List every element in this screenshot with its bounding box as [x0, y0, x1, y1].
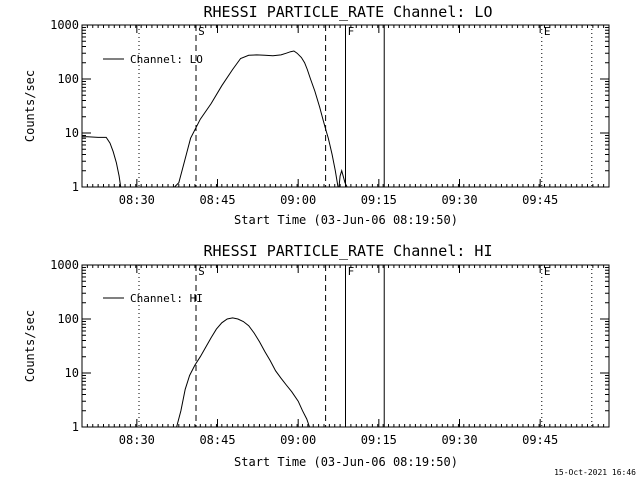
y-tick-label: 10 [65, 126, 79, 140]
panel-title: RHESSI PARTICLE_RATE Channel: HI [204, 242, 493, 260]
y-tick-label: 10 [65, 366, 79, 380]
x-tick-label: 08:30 [119, 193, 155, 207]
series-line [82, 50, 348, 188]
x-axis-label: Start Time (03-Jun-06 08:19:50) [234, 213, 458, 227]
x-tick-label: 09:00 [280, 433, 316, 447]
y-axis: 1 10 100 1000 [50, 18, 609, 194]
series-group [176, 317, 310, 428]
panel-lo: RHESSI PARTICLE_RATE Channel: LO S F E 1 10… [23, 3, 610, 227]
x-axis: 08:30 08:45 09:00 09:15 09:30 09:45 [81, 265, 610, 447]
y-tick-label: 100 [57, 312, 79, 326]
y-tick-label: 100 [57, 72, 79, 86]
legend: Channel: HI [103, 292, 203, 305]
x-tick-label: 09:45 [522, 193, 558, 207]
x-tick-label: 09:15 [361, 193, 397, 207]
marker-e: E [544, 265, 551, 278]
marker-f: F [348, 265, 355, 278]
marker-f: F [348, 25, 355, 38]
x-tick-label: 08:30 [119, 433, 155, 447]
y-tick-label: 1 [72, 420, 79, 434]
panel-hi: RHESSI PARTICLE_RATE Channel: HI S F E 1 10… [23, 242, 610, 469]
panel-title: RHESSI PARTICLE_RATE Channel: LO [204, 3, 493, 21]
x-tick-label: 09:15 [361, 433, 397, 447]
legend-label: Channel: LO [130, 53, 203, 66]
marker-s: S [198, 25, 205, 38]
timestamp: 15-Oct-2021 16:46 [554, 468, 636, 477]
y-axis-label: Counts/sec [23, 70, 37, 142]
legend: Channel: LO [103, 53, 203, 66]
x-tick-label: 09:30 [441, 433, 477, 447]
y-tick-label: 1 [72, 180, 79, 194]
x-tick-label: 08:45 [199, 193, 235, 207]
x-tick-label: 09:45 [522, 433, 558, 447]
legend-label: Channel: HI [130, 292, 203, 305]
x-tick-label: 09:00 [280, 193, 316, 207]
y-axis-label: Counts/sec [23, 310, 37, 382]
y-tick-label: 1000 [50, 18, 79, 32]
y-tick-label: 1000 [50, 258, 79, 272]
x-tick-label: 08:45 [199, 433, 235, 447]
marker-s: S [198, 265, 205, 278]
x-axis: 08:30 08:45 09:00 09:15 09:30 09:45 [81, 25, 610, 207]
series-group [82, 50, 348, 188]
y-axis: 1 10 100 1000 [50, 258, 609, 434]
series-line [176, 317, 310, 428]
x-axis-label: Start Time (03-Jun-06 08:19:50) [234, 455, 458, 469]
x-tick-label: 09:30 [441, 193, 477, 207]
marker-e: E [544, 25, 551, 38]
